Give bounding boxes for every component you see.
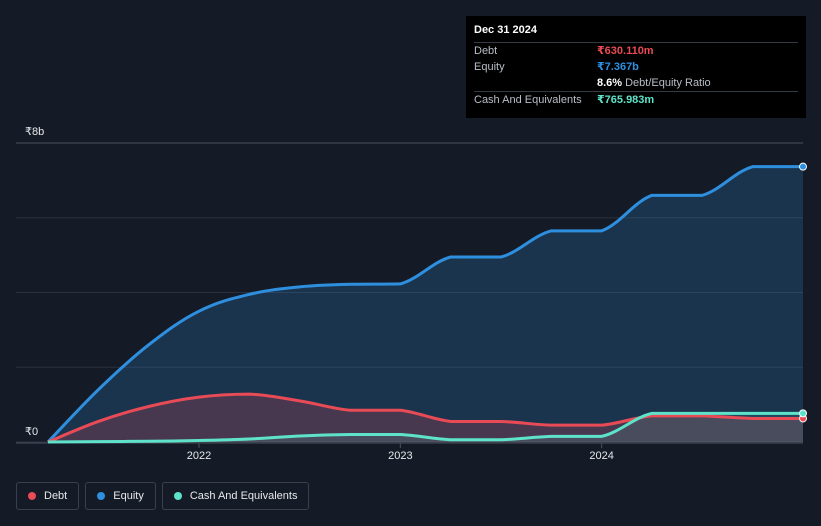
tooltip-date: Dec 31 2024 [474, 24, 537, 36]
tooltip-ratio-label: Debt/Equity Ratio [625, 77, 711, 89]
x-tick-label-2022: 2022 [186, 450, 212, 462]
tooltip-value-debt: ₹630.110m [597, 45, 654, 57]
data-tooltip: Dec 31 2024 Debt ₹630.110m Equity ₹7.367… [466, 16, 806, 118]
legend-dot-debt [28, 492, 36, 500]
series-lines [46, 165, 803, 444]
series-end-markers [799, 162, 807, 423]
x-tick-label-2024: 2024 [589, 450, 614, 462]
y-tick-label-max: ₹8b [25, 126, 45, 138]
tooltip-label [474, 75, 597, 91]
tooltip-label: Cash And Equivalents [474, 94, 582, 106]
end-marker-cash-and-equivalents [799, 409, 807, 418]
legend-item-cash[interactable]: Cash And Equivalents [161, 482, 310, 510]
y-tick-label-zero: ₹0 [25, 426, 39, 438]
legend-dot-cash [173, 492, 182, 500]
legend-item-debt[interactable]: Debt [16, 482, 80, 510]
tooltip-label: Equity [474, 61, 505, 73]
chart-area [16, 142, 807, 448]
area-cash-and-equivalents [48, 413, 803, 442]
tooltip-value-cash: ₹765.983m [597, 94, 655, 106]
tooltip-row-equity: Equity ₹7.367b [474, 59, 798, 75]
chart-legend: Debt Equity Cash And Equivalents [16, 482, 310, 510]
tooltip-value-ratio: 8.6% [597, 77, 623, 89]
tooltip-row-ratio: 8.6% Debt/Equity Ratio [474, 75, 798, 91]
legend-dot-equity [97, 492, 106, 500]
gridlines [16, 142, 803, 448]
end-marker-equity [799, 162, 807, 171]
area-equity [48, 166, 803, 442]
legend-item-equity[interactable]: Equity [85, 482, 156, 510]
tooltip-row-cash: Cash And Equivalents ₹765.983m [474, 91, 798, 108]
tooltip-row-debt: Debt ₹630.110m [474, 42, 798, 59]
series-areas [48, 166, 803, 442]
legend-label: Cash And Equivalents [189, 490, 298, 502]
legend-label: Debt [44, 490, 68, 502]
x-tick-label-2023: 2023 [388, 450, 413, 462]
tooltip-value-equity: ₹7.367b [597, 61, 639, 73]
line-cash-and-equivalents [47, 411, 803, 444]
tooltip-label: Debt [474, 45, 498, 57]
legend-label: Equity [113, 490, 144, 502]
line-debt [47, 392, 803, 444]
line-equity [46, 165, 803, 444]
